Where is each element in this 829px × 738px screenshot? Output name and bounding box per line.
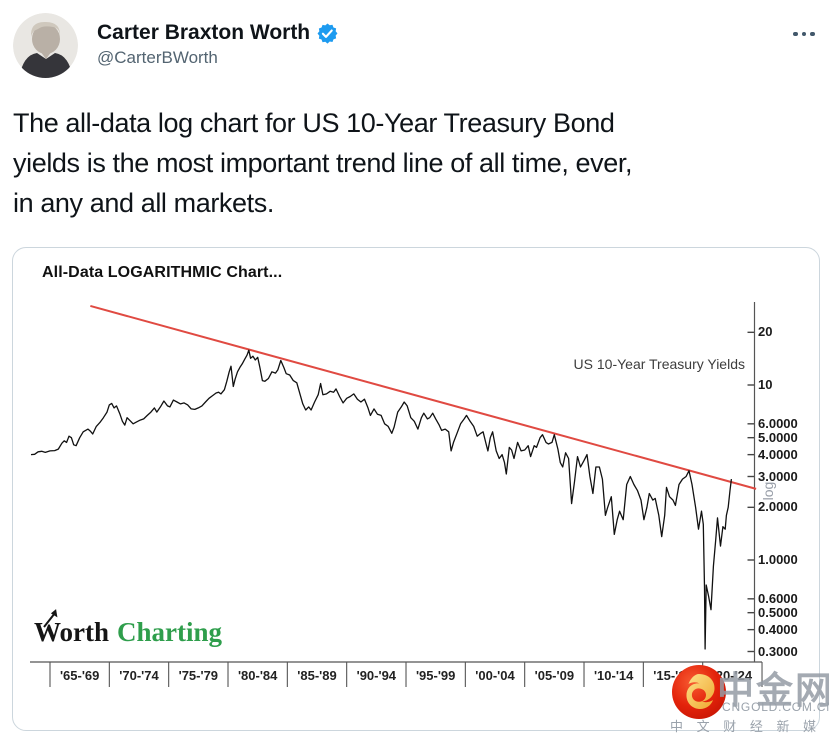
x-axis-tick-label: '70-'74 [119,668,159,683]
x-axis-tick-label: '95-'99 [415,668,456,683]
more-options-icon[interactable] [789,24,819,44]
x-axis-tick-label: '80-'84 [237,668,278,683]
author-handle[interactable]: @CarterBWorth [97,48,218,67]
series-annotation: US 10-Year Treasury Yields [573,356,745,372]
cngold-logo-icon [672,665,726,719]
y-axis-tick-label: 2.0000 [758,499,798,515]
author-name[interactable]: Carter Braxton Worth [97,21,311,44]
chart-title: All-Data LOGARITHMIC Chart... [42,264,283,281]
y-axis-tick-label: 20 [758,324,773,340]
x-axis-tick-label: '65-'69 [59,668,100,683]
y-axis-tick-label: 0.5000 [758,604,798,620]
tweet-header: Carter Braxton Worth @CarterBWorth [0,0,829,90]
tweet-text: The all-data log chart for US 10-Year Tr… [13,108,633,218]
y-axis-tick-label: 6.0000 [758,415,798,431]
chart-media-card[interactable] [12,247,820,731]
y-axis-tick-label: 0.6000 [758,590,798,606]
watermark-site-url: CNGOLD.COM.CN [722,700,829,714]
x-axis-tick-label: '00-'04 [475,668,515,683]
verified-badge-icon [316,22,339,45]
y-axis-tick-label: 3.0000 [758,468,798,484]
worth-charting-logo: Worth Charting [34,617,222,648]
x-axis-tick-label: '90-'94 [356,668,397,683]
y-axis-tick-label: 0.3000 [758,643,798,659]
x-axis-tick-label: '10-'14 [593,668,634,683]
x-axis-tick-label: '85-'89 [297,668,337,683]
worth-arrow-icon [43,609,58,628]
y-axis-tick-label: 5.0000 [758,429,798,445]
x-axis-tick-label: '05-'09 [534,668,575,683]
y-axis-tick-label: 4.0000 [758,446,798,462]
y-axis-tick-label: 0.4000 [758,621,798,637]
brand-word-charting: Charting [117,617,223,647]
watermark-site-name: 中金网 [717,670,829,711]
y-axis-tick-label: 1.0000 [758,552,798,567]
y-axis-tick-label: 10 [758,377,773,392]
cngold-watermark: 中金网 CNGOLD.COM.CN 中 文 财 经 新 媒 体 [665,660,829,738]
avatar-photo [13,13,78,78]
watermark-tagline: 中 文 财 经 新 媒 体 [670,719,829,734]
avatar[interactable] [13,13,78,78]
x-axis-tick-label: '75-'79 [178,668,219,683]
